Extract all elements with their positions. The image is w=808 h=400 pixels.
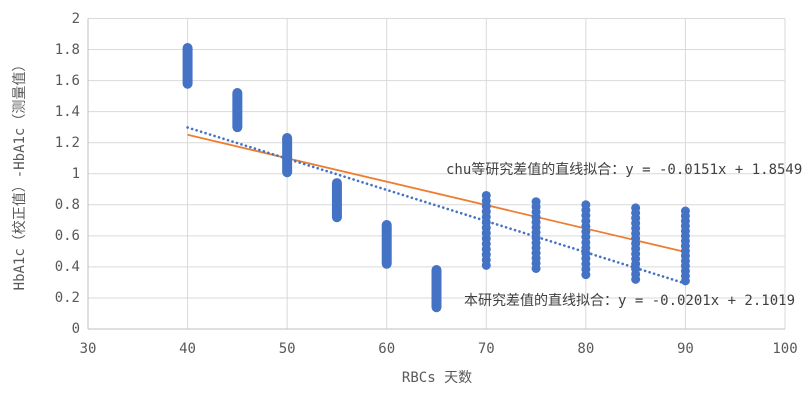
data-cluster-x45 [232,88,243,133]
y-tick-label-0: 0 [71,321,80,337]
data-cluster-x65 [431,265,442,313]
y-tick-label-0.8: 0.8 [54,196,80,213]
data-cluster-x40 [182,42,193,89]
y-tick-label-1.8: 1.8 [54,41,80,58]
y-tick-label-0.6: 0.6 [54,227,80,244]
annotation-chu-fit-equation: chu等研究差值的直线拟合：y = -0.0151x + 1.8549 [446,162,803,178]
x-axis-title: RBCs 天数 [401,370,473,386]
fit-line-chu-fit [187,133,686,253]
data-point-x75 [531,197,541,207]
fit-line-this-study-fit [186,126,687,285]
data-cluster-x60 [381,219,392,269]
data-point-x70 [481,190,491,200]
x-tick-label-100: 100 [772,341,798,357]
y-tick-label-2: 2 [71,10,80,27]
y-tick-label-0.4: 0.4 [54,258,80,275]
x-tick-label-30: 30 [79,341,97,357]
data-point-x90 [680,206,690,216]
y-axis-title: HbA1c（校正值）-HbA1c（测量值） [12,57,28,291]
data-point-x80 [581,200,591,210]
x-tick-label-90: 90 [676,341,694,357]
x-tick-label-40: 40 [179,341,196,357]
x-tick-label-50: 50 [278,341,296,357]
data-cluster-x55 [331,178,342,223]
annotation-this-study-fit-equation: 本研究差值的直线拟合：y = -0.0201x + 2.1019 [464,293,796,309]
x-tick-label-80: 80 [577,341,595,357]
y-tick-label-1: 1 [71,165,80,182]
x-tick-label-60: 60 [378,341,396,357]
y-tick-label-1.6: 1.6 [54,72,80,89]
data-point-x85 [631,203,641,213]
data-cluster-x50 [282,133,293,178]
y-tick-label-0.2: 0.2 [54,289,80,306]
y-tick-label-1.2: 1.2 [54,134,80,151]
y-tick-label-1.4: 1.4 [54,103,80,120]
x-tick-label-70: 70 [477,341,495,357]
